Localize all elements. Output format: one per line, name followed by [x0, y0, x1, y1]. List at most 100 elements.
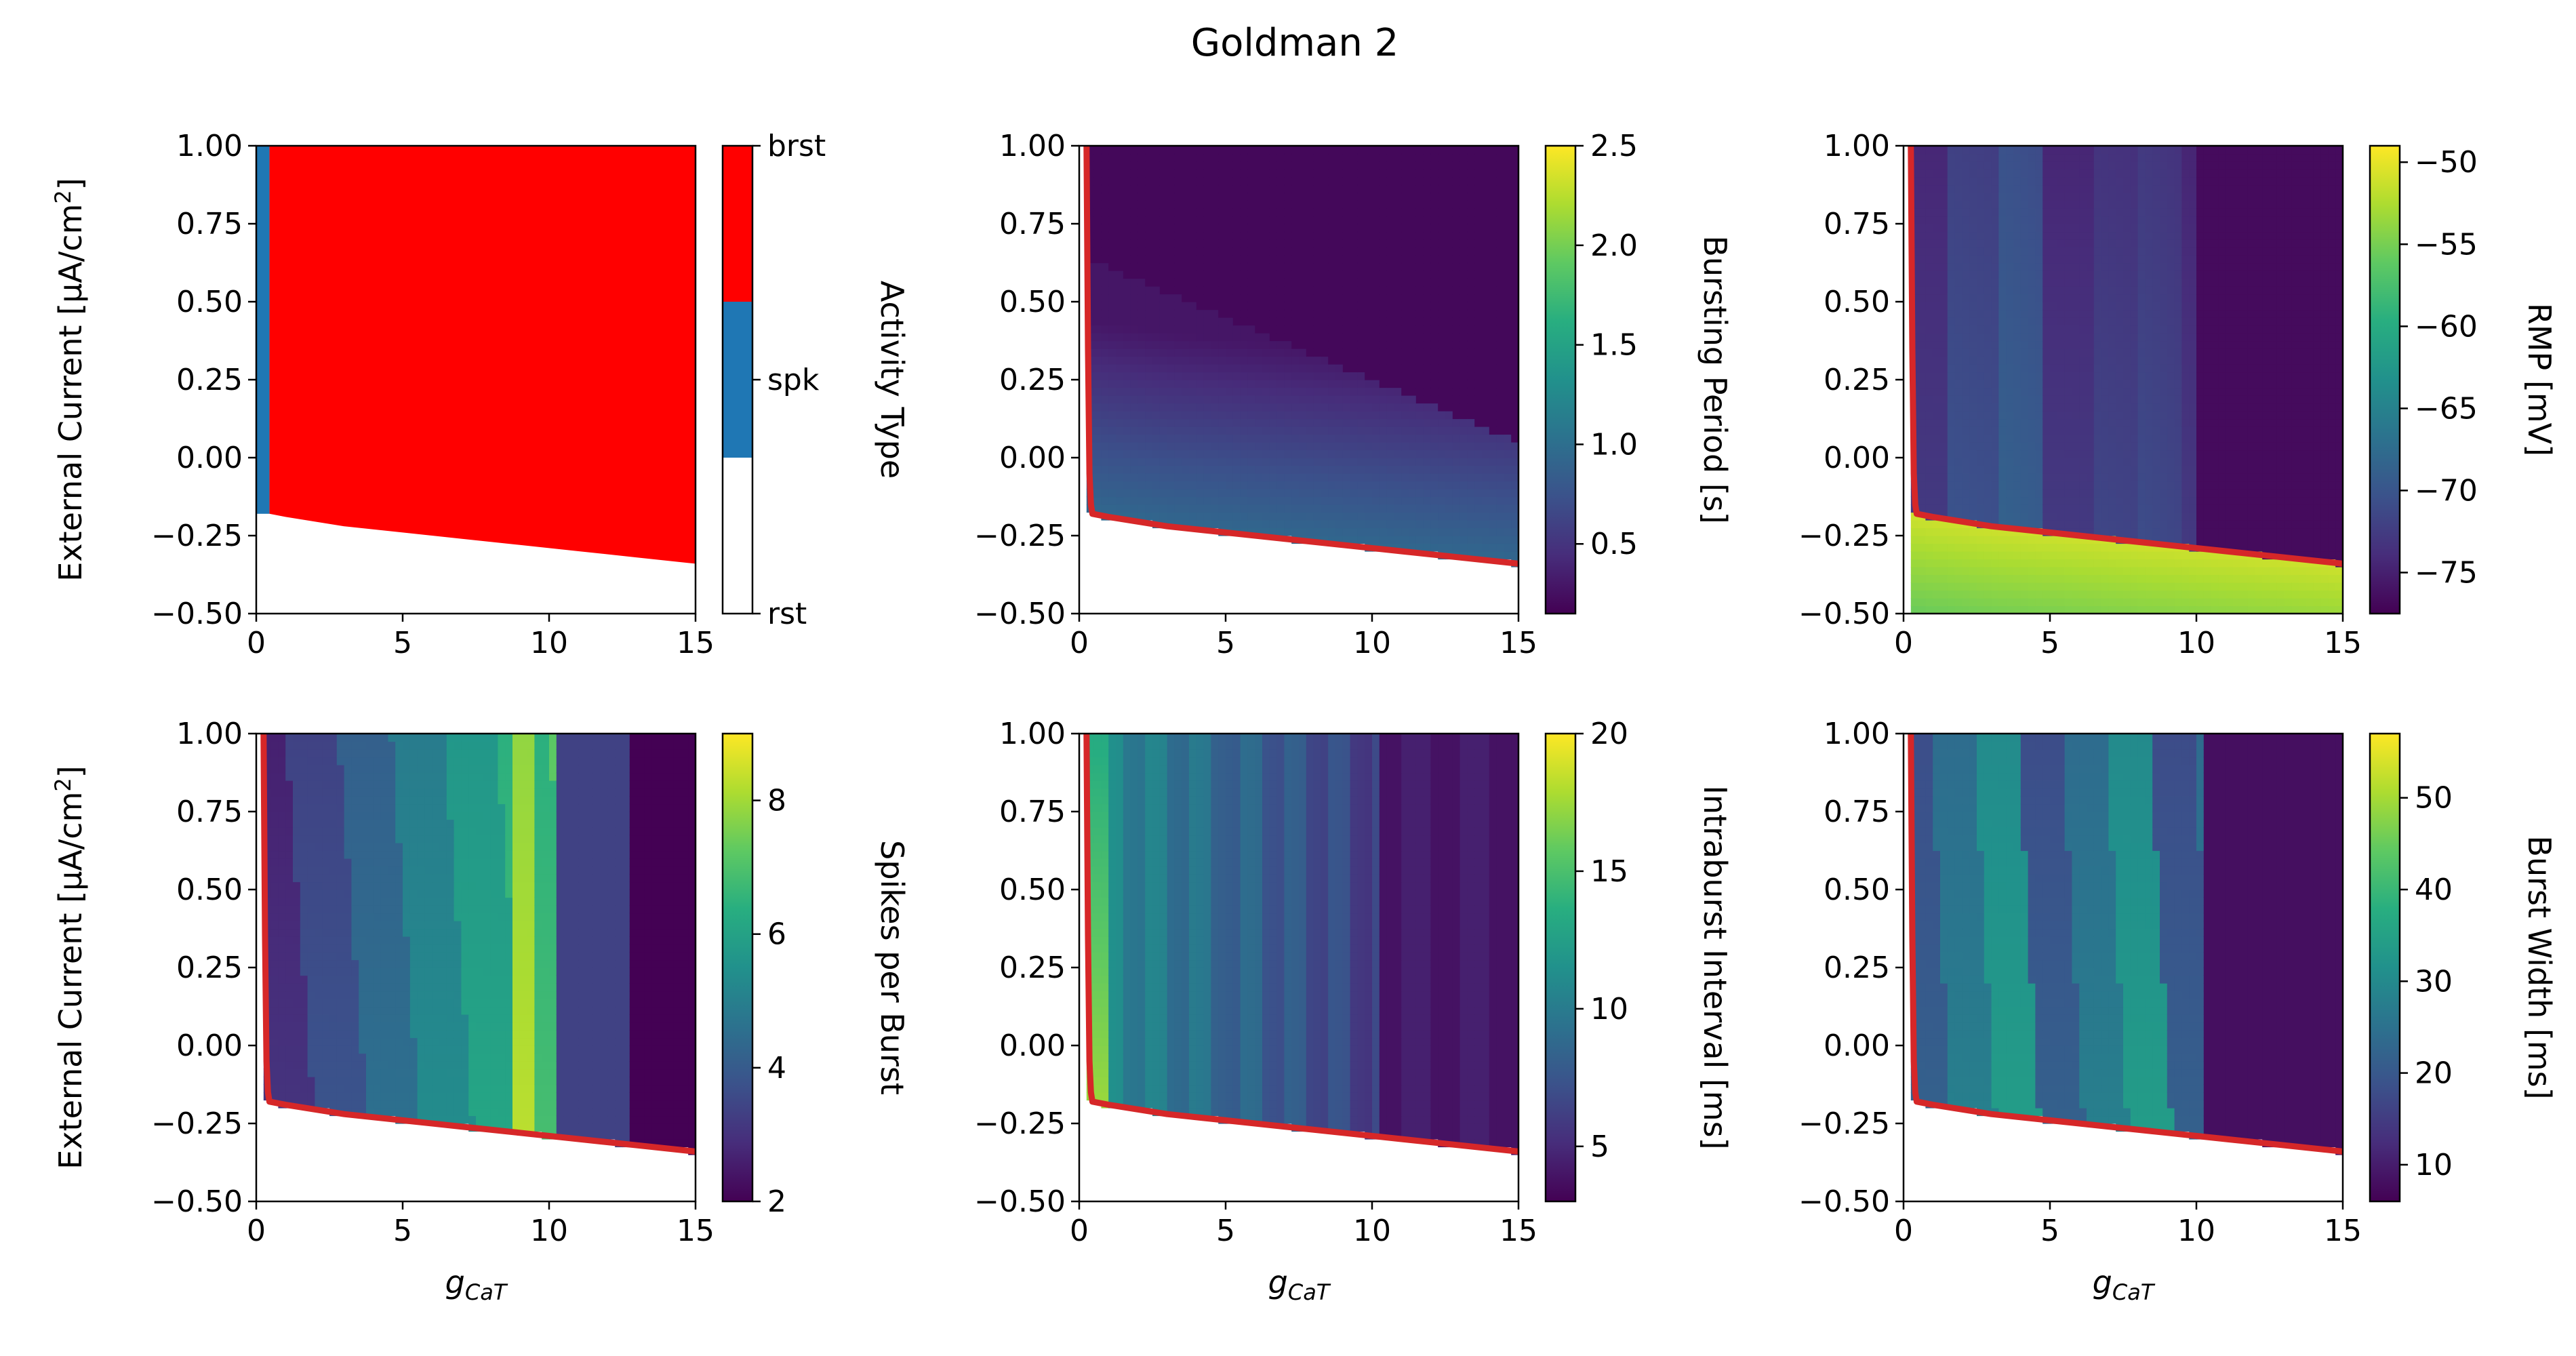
- heatmap-cell: [1145, 169, 1153, 178]
- heatmap-cell: [2101, 184, 2109, 193]
- heatmap-cell: [1240, 442, 1248, 451]
- heatmap-cell: [1969, 605, 1977, 614]
- heatmap-cell: [1489, 169, 1497, 178]
- heatmap-cell: [1954, 395, 1963, 404]
- heatmap-cell: [1174, 356, 1182, 365]
- heatmap-cell: [2035, 294, 2043, 302]
- heatmap-cell: [1276, 161, 1285, 170]
- heatmap-cell: [2123, 200, 2131, 209]
- heatmap-cell: [2087, 450, 2095, 458]
- heatmap-cell: [2093, 302, 2102, 311]
- heatmap-cell: [1313, 200, 1321, 209]
- heatmap-cell: [1276, 403, 1285, 412]
- heatmap-cell: [1196, 325, 1205, 334]
- heatmap-cell: [1159, 309, 1168, 318]
- heatmap-cell: [1423, 489, 1431, 498]
- heatmap-cell: [1211, 193, 1219, 201]
- heatmap-cell: [1379, 200, 1388, 209]
- heatmap-cell: [1933, 543, 1941, 552]
- heatmap-cell: [1969, 208, 1977, 217]
- heatmap-cell: [2108, 598, 2116, 607]
- heatmap-cell: [1954, 481, 1963, 490]
- heatmap-cell: [1299, 247, 1307, 256]
- heatmap-cell: [1423, 169, 1431, 178]
- heatmap-cell: [1130, 271, 1138, 279]
- heatmap-cell: [1415, 473, 1424, 482]
- heatmap-cell: [1226, 302, 1234, 311]
- heatmap-cell: [1108, 380, 1116, 388]
- heatmap-cell: [2042, 286, 2051, 295]
- heatmap-cell: [1409, 325, 1417, 334]
- heatmap-cell: [1467, 434, 1475, 443]
- heatmap-cell: [1365, 496, 1373, 505]
- heatmap-cell: [1211, 418, 1219, 427]
- heatmap-cell: [1159, 216, 1168, 224]
- heatmap-cell: [1218, 161, 1226, 170]
- heatmap-cell: [1460, 489, 1468, 498]
- heatmap-cell: [1933, 473, 1941, 482]
- heatmap-cell: [1933, 239, 1941, 248]
- heatmap-cell: [2072, 380, 2080, 388]
- heatmap-cell: [2116, 153, 2124, 162]
- heatmap-cell: [1918, 255, 1926, 264]
- heatmap-cell: [2057, 364, 2066, 373]
- heatmap-cell: [2013, 458, 2021, 466]
- heatmap-cell: [2137, 184, 2146, 193]
- heatmap-cell: [2101, 348, 2109, 357]
- heatmap-cell: [2093, 372, 2102, 380]
- heatmap-cell: [1415, 348, 1424, 357]
- heatmap-cell: [1357, 333, 1365, 342]
- heatmap-cell: [1386, 403, 1394, 412]
- heatmap-cell: [1232, 294, 1241, 302]
- heatmap-cell: [1504, 395, 1512, 404]
- heatmap-cell: [1430, 520, 1438, 529]
- heatmap-cell: [1511, 325, 1519, 334]
- heatmap-cell: [1152, 356, 1161, 365]
- heatmap-cell: [2028, 255, 2036, 264]
- heatmap-cell: [1335, 333, 1344, 342]
- heatmap-cell: [1152, 262, 1161, 271]
- heatmap-cell: [1933, 325, 1941, 334]
- heatmap-cell: [1386, 434, 1394, 443]
- heatmap-cell: [1482, 426, 1490, 435]
- heatmap-cell: [2020, 333, 2029, 342]
- heatmap-cell: [2123, 356, 2131, 365]
- heatmap-cell: [2013, 348, 2021, 357]
- heatmap-cell: [1910, 598, 1919, 607]
- heatmap-cell: [1460, 473, 1468, 482]
- heatmap-cell: [1299, 271, 1307, 279]
- heatmap-cell: [1335, 286, 1344, 295]
- heatmap-cell: [2072, 356, 2080, 365]
- heatmap-cell: [1482, 543, 1490, 552]
- heatmap-cell: [2072, 520, 2080, 529]
- heatmap-cell: [1328, 512, 1336, 521]
- heatmap-cell: [1365, 231, 1373, 240]
- heatmap-cell: [1123, 348, 1131, 357]
- heatmap-cell: [1240, 216, 1248, 224]
- heatmap-cell: [2050, 496, 2058, 505]
- heatmap-cell: [1504, 262, 1512, 271]
- heatmap-cell: [1386, 450, 1394, 458]
- heatmap-cell: [1167, 380, 1175, 388]
- heatmap-cell: [1947, 418, 1956, 427]
- heatmap-cell: [2072, 278, 2080, 287]
- heatmap-cell: [1306, 302, 1314, 311]
- heatmap-cell: [1174, 239, 1182, 248]
- heatmap-cell: [1991, 590, 1999, 599]
- heatmap-cell: [1138, 489, 1146, 498]
- heatmap-cell: [1159, 387, 1168, 396]
- heatmap-cell: [2093, 465, 2102, 474]
- heatmap-cell: [1940, 278, 1948, 287]
- heatmap-cell: [1511, 239, 1519, 248]
- heatmap-cell: [1321, 193, 1329, 201]
- heatmap-cell: [1226, 403, 1234, 412]
- heatmap-cell: [1430, 458, 1438, 466]
- heatmap-cell: [1977, 216, 1985, 224]
- heatmap-cell: [2035, 551, 2043, 560]
- heatmap-cell: [1291, 255, 1300, 264]
- heatmap-cell: [1145, 411, 1153, 420]
- heatmap-cell: [1372, 169, 1380, 178]
- heatmap-cell: [1438, 302, 1446, 311]
- heatmap-cell: [1306, 465, 1314, 474]
- heatmap-cell: [1445, 496, 1453, 505]
